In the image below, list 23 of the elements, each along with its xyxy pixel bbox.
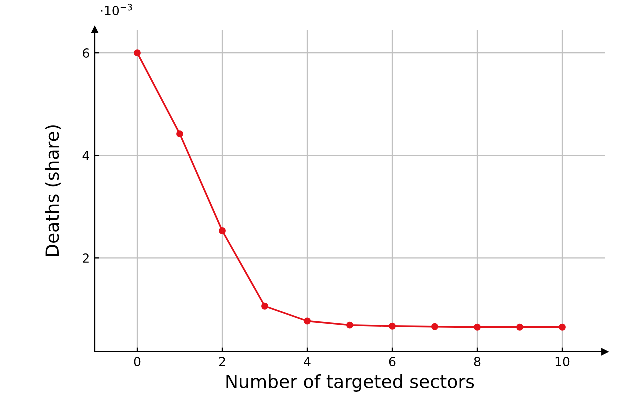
point	[134, 50, 141, 57]
point	[432, 323, 438, 330]
point	[219, 228, 226, 234]
x-tick-label: 4	[304, 357, 311, 366]
x-tick-label: 10	[556, 357, 570, 367]
x-tick-label: 0	[134, 357, 141, 367]
y-tick-label: 6	[83, 48, 90, 58]
point	[176, 130, 184, 138]
point	[262, 302, 268, 310]
x-tick-label: 8	[474, 357, 481, 367]
x-tick-label: 2	[219, 357, 226, 366]
y-tick-label: 2	[83, 254, 89, 263]
point	[516, 324, 524, 331]
point	[346, 322, 354, 329]
point	[474, 324, 481, 331]
y-tick-label: 4	[82, 151, 90, 160]
point	[389, 322, 396, 330]
y-axis-title: Deaths (share)	[45, 126, 62, 256]
x-tick-label: 6	[389, 357, 396, 367]
point	[559, 324, 566, 331]
point	[304, 318, 311, 325]
text: ·10$^{−3}$	[101, 4, 132, 16]
x-axis-title: Number of targeted sectors	[226, 374, 474, 392]
